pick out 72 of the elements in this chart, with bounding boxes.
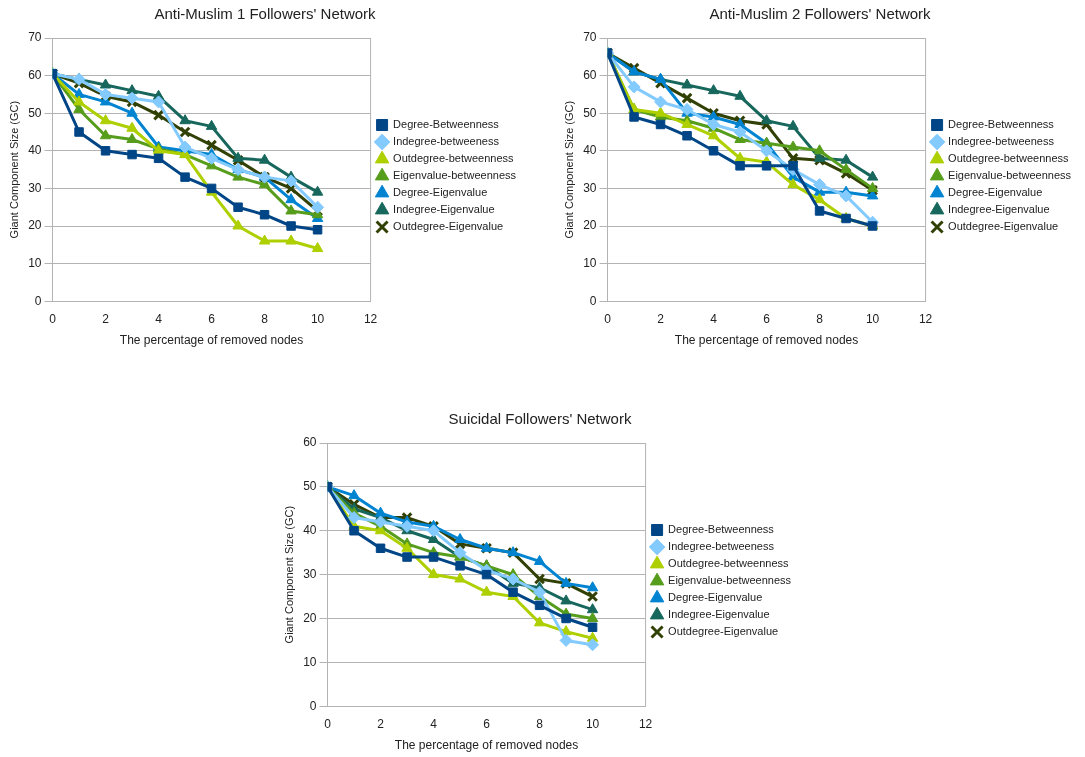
legend-label: Eigenvalue-betweenness — [948, 169, 1072, 182]
legend-label: Indegree-Eigenvalue — [393, 203, 495, 216]
y-axis-title: Giant Component Size (GC) — [7, 100, 20, 239]
legend-label: Outdegree-betweenness — [948, 152, 1070, 165]
legend-label: Outdegree-betweenness — [668, 557, 790, 570]
x-tick-label: 0 — [49, 311, 57, 326]
legend-label: Degree-Betweenness — [393, 118, 500, 131]
legend-label: Eigenvalue-betweenness — [668, 574, 792, 587]
x-tick-label: 2 — [102, 311, 110, 326]
legend-label: Degree-Betweenness — [668, 523, 775, 536]
x-tick-label: 4 — [155, 311, 163, 326]
y-tick-label: 40 — [303, 523, 317, 538]
y-tick-label: 20 — [303, 610, 317, 625]
y-tick-label: 60 — [28, 67, 42, 82]
x-tick-label: 0 — [604, 311, 612, 326]
x-tick-label: 6 — [208, 311, 216, 326]
y-tick-label: 70 — [583, 30, 597, 45]
legend-label: Outdegree-Eigenvalue — [393, 220, 504, 233]
y-axis-title: Giant Component Size (GC) — [282, 505, 295, 644]
legend-label: Eigenvalue-betweenness — [393, 169, 517, 182]
chart-title: Anti-Muslim 1 Followers' Network — [154, 5, 377, 23]
x-axis-title: The percentage of removed nodes — [394, 738, 579, 753]
y-tick-label: 0 — [34, 293, 42, 308]
legend-label: Outdegree-betweenness — [393, 152, 515, 165]
legend-label: Degree-Eigenvalue — [948, 186, 1043, 199]
x-tick-label: 12 — [638, 716, 653, 731]
y-tick-label: 20 — [28, 218, 42, 233]
x-axis-title: The percentage of removed nodes — [674, 333, 859, 348]
y-tick-label: 40 — [28, 143, 42, 158]
x-tick-label: 10 — [865, 311, 880, 326]
y-tick-label: 40 — [583, 143, 597, 158]
y-tick-label: 50 — [583, 105, 597, 120]
legend-label: Degree-Eigenvalue — [393, 186, 488, 199]
x-tick-label: 8 — [816, 311, 824, 326]
legend-label: Indegree-betweeness — [668, 540, 775, 553]
y-tick-label: 60 — [303, 435, 317, 450]
y-axis-title: Giant Component Size (GC) — [562, 100, 575, 239]
y-tick-label: 70 — [28, 30, 42, 45]
legend-label: Indegree-betweeness — [393, 135, 500, 148]
x-tick-label: 12 — [363, 311, 378, 326]
legend-label: Degree-Betweenness — [948, 118, 1055, 131]
x-tick-label: 6 — [483, 716, 491, 731]
y-tick-label: 60 — [583, 67, 597, 82]
y-tick-label: 50 — [28, 105, 42, 120]
y-tick-label: 10 — [303, 654, 317, 669]
y-tick-label: 30 — [303, 566, 317, 581]
legend-label: Degree-Eigenvalue — [668, 591, 763, 604]
y-tick-label: 10 — [28, 255, 42, 270]
y-tick-label: 10 — [583, 255, 597, 270]
y-tick-label: 0 — [589, 293, 597, 308]
x-tick-label: 8 — [536, 716, 544, 731]
y-tick-label: 0 — [309, 698, 317, 713]
x-tick-label: 4 — [710, 311, 718, 326]
x-tick-label: 2 — [657, 311, 665, 326]
y-tick-label: 30 — [28, 180, 42, 195]
x-axis-title: The percentage of removed nodes — [119, 333, 304, 348]
x-tick-label: 8 — [261, 311, 269, 326]
x-tick-label: 6 — [763, 311, 771, 326]
x-tick-label: 4 — [430, 716, 438, 731]
chart-title: Anti-Muslim 2 Followers' Network — [709, 5, 932, 23]
y-tick-label: 20 — [583, 218, 597, 233]
y-tick-label: 30 — [583, 180, 597, 195]
y-tick-label: 50 — [303, 479, 317, 494]
x-tick-label: 2 — [377, 716, 385, 731]
legend-label: Outdegree-Eigenvalue — [668, 625, 779, 638]
x-tick-label: 0 — [324, 716, 332, 731]
legend-label: Outdegree-Eigenvalue — [948, 220, 1059, 233]
chart-title: Suicidal Followers' Network — [448, 410, 632, 428]
x-tick-label: 12 — [918, 311, 933, 326]
legend-label: Indegree-betweeness — [948, 135, 1055, 148]
legend-label: Indegree-Eigenvalue — [948, 203, 1050, 216]
legend-label: Indegree-Eigenvalue — [668, 608, 770, 621]
